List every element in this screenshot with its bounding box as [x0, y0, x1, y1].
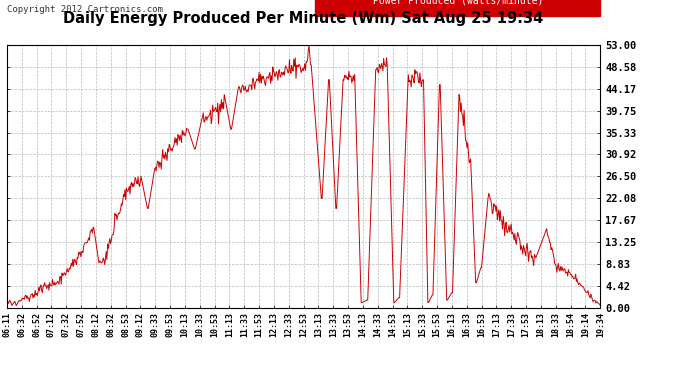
- FancyBboxPatch shape: [315, 0, 600, 16]
- Text: Power Produced (watts/minute): Power Produced (watts/minute): [373, 0, 543, 5]
- Text: Daily Energy Produced Per Minute (Wm) Sat Aug 25 19:34: Daily Energy Produced Per Minute (Wm) Sa…: [63, 11, 544, 26]
- Text: Copyright 2012 Cartronics.com: Copyright 2012 Cartronics.com: [7, 4, 163, 13]
